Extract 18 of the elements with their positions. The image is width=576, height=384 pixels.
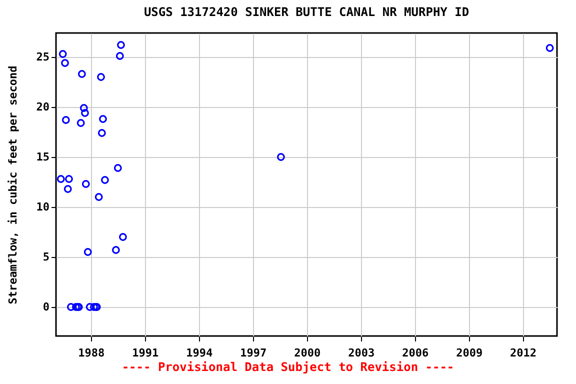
x-tick-label: 2000 xyxy=(294,346,321,360)
y-tick-label: 15 xyxy=(36,150,50,164)
y-tick-label: 10 xyxy=(36,200,50,214)
x-tick-label: 2012 xyxy=(510,346,537,360)
x-tick-label: 1997 xyxy=(240,346,267,360)
x-tick-label: 1991 xyxy=(132,346,160,360)
text: ---- Provisional Data Subject to Revision ---- xyxy=(120,360,456,374)
y-axis-title: Streamflow, in cubic feet per second xyxy=(6,66,20,304)
x-tick-label: 1994 xyxy=(186,346,214,360)
y-tick-label: 0 xyxy=(42,300,50,314)
x-tick-label: 2009 xyxy=(456,346,483,360)
x-tick-label: 2003 xyxy=(348,346,375,360)
x-tick-label: 1988 xyxy=(78,346,105,360)
y-tick-label: 25 xyxy=(36,50,50,64)
x-tick-label: 2006 xyxy=(402,346,429,360)
y-tick-label: 20 xyxy=(36,100,50,114)
y-tick-label: 5 xyxy=(42,250,50,264)
chart-title: USGS 13172420 SINKER BUTTE CANAL NR MURPHY ID xyxy=(144,5,470,19)
